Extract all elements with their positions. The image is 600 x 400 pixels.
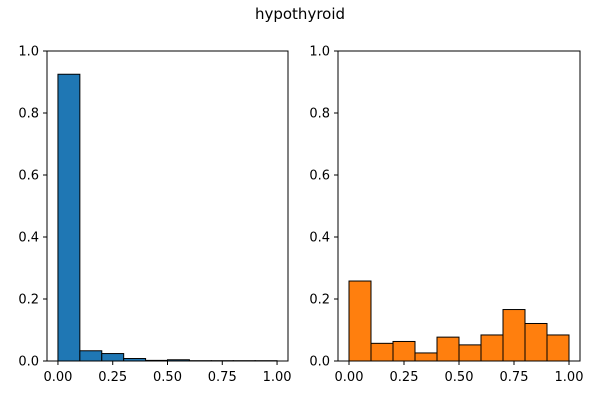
right-histogram-bar: [414, 352, 438, 362]
left-histogram-bar: [57, 73, 81, 362]
right-x-tick-label: 0.75: [500, 370, 529, 385]
figure-title: hypothyroid: [254, 5, 346, 23]
right-histogram-bar: [546, 334, 570, 362]
left-y-tick-label: 0.4: [18, 231, 39, 246]
left-y-tick-label: 1.0: [18, 45, 39, 60]
right-histogram-panel: 0.00 0.25 0.50 0.75 1.00 0.0 0.2 0.4 0.6 0.8 1.0: [309, 45, 583, 386]
right-histogram-bar: [524, 322, 548, 362]
left-x-tick-label: 0.50: [153, 370, 182, 385]
right-x-tick-label: 0.50: [445, 370, 474, 385]
right-y-tick-label: 0.0: [309, 355, 330, 370]
left-histogram-panel: 0.00 0.25 0.50 0.75 1.00 0.0 0.2 0.4 0.6 0.8 1.0: [18, 45, 291, 386]
right-y-tick-label: 0.8: [309, 107, 330, 122]
left-axes-frame: [46, 50, 289, 362]
left-x-tick-label: 0.75: [208, 370, 237, 385]
right-histogram-bar: [436, 336, 460, 362]
right-histogram-bar: [502, 309, 526, 362]
left-x-tick-label: 1.00: [263, 370, 292, 385]
left-x-tick-label: 0.25: [98, 370, 127, 385]
left-histogram-bar: [79, 350, 103, 362]
right-histogram-bar: [480, 334, 504, 362]
right-x-tick-label: 0.00: [335, 370, 364, 385]
right-x-tick-label: 0.25: [390, 370, 419, 385]
right-y-tick-label: 0.2: [309, 293, 330, 308]
right-histogram-bar: [348, 280, 372, 362]
right-y-tick-label: 0.6: [309, 169, 330, 184]
right-histogram-bar: [370, 342, 394, 362]
right-axes-frame: [337, 50, 581, 362]
right-histogram-bar: [458, 344, 482, 362]
left-y-tick-label: 0.0: [18, 355, 39, 370]
left-histogram-bar: [101, 353, 125, 362]
right-histogram-bar: [392, 340, 416, 362]
right-x-tick-label: 1.00: [555, 370, 584, 385]
left-y-tick-label: 0.6: [18, 169, 39, 184]
left-x-tick-label: 0.00: [43, 370, 72, 385]
right-y-tick-label: 1.0: [309, 45, 330, 60]
right-y-tick-label: 0.4: [309, 231, 330, 246]
left-y-tick-label: 0.8: [18, 107, 39, 122]
left-y-tick-label: 0.2: [18, 293, 39, 308]
